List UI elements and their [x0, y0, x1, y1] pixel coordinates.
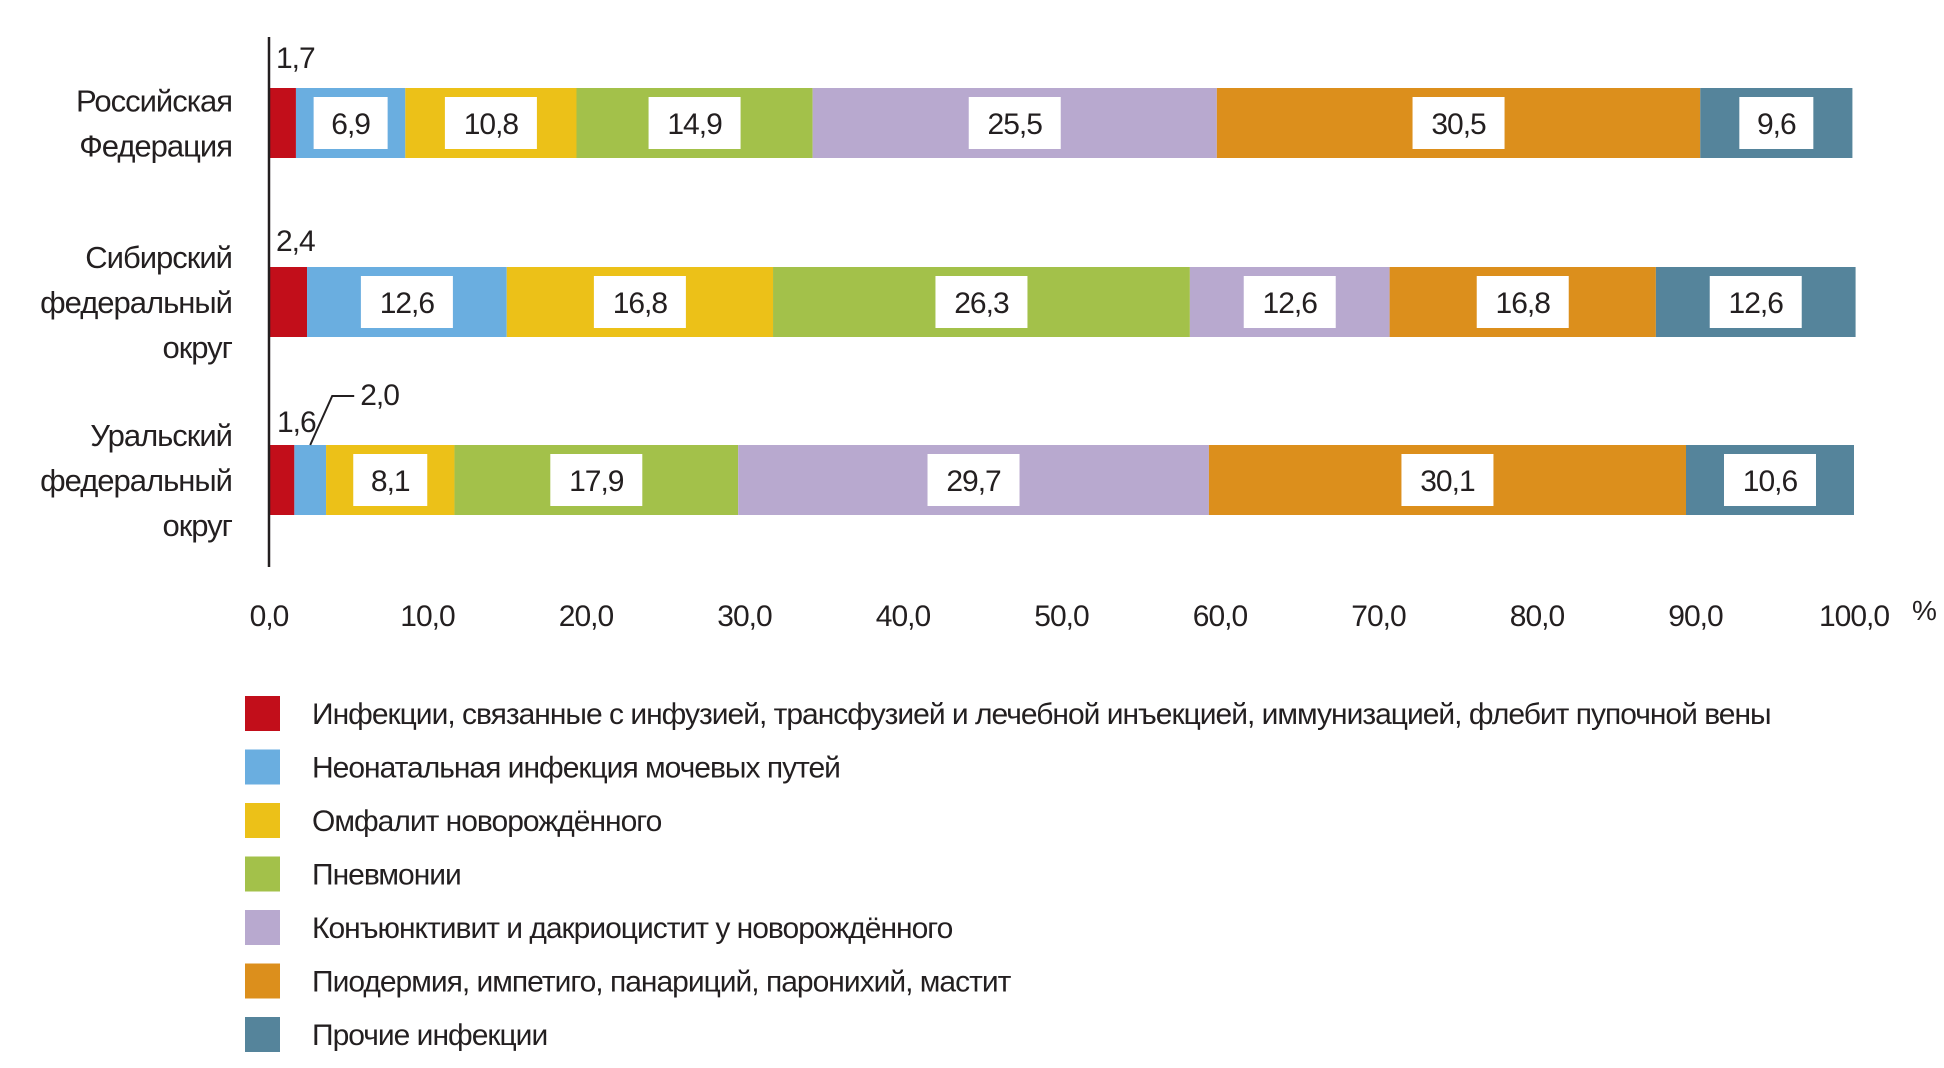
data-label: 10,6 — [1743, 465, 1798, 498]
x-tick-label: 30,0 — [717, 600, 772, 633]
legend-swatch — [245, 910, 280, 945]
data-label: 12,6 — [1729, 287, 1784, 320]
bar-segment — [269, 267, 308, 337]
data-label: 16,8 — [1496, 287, 1551, 320]
legend-swatch — [245, 696, 280, 731]
category-label: Сибирский — [85, 240, 232, 275]
x-tick-label: 0,0 — [250, 600, 289, 633]
category-label: федеральный — [40, 285, 232, 320]
data-label-box — [1709, 276, 1802, 328]
category-label: Уральский — [90, 418, 232, 453]
data-label: 12,6 — [380, 287, 435, 320]
x-tick-label: 60,0 — [1193, 600, 1248, 633]
data-label: 29,7 — [946, 465, 1001, 498]
data-label: 12,6 — [1263, 287, 1318, 320]
x-tick-label: 40,0 — [876, 600, 931, 633]
x-tick-label: 70,0 — [1351, 600, 1406, 633]
category-label: Российская — [76, 84, 232, 119]
legend-swatch — [245, 749, 280, 785]
data-label: 1,7 — [276, 42, 315, 75]
data-label-box — [1243, 276, 1336, 328]
data-label-box — [550, 454, 643, 506]
bar-segment — [269, 88, 296, 158]
data-label-box — [927, 454, 1020, 506]
x-tick-label: 90,0 — [1668, 600, 1723, 633]
category-label: Федерация — [79, 129, 232, 164]
data-label-box — [444, 97, 537, 149]
legend-label: Пневмонии — [312, 859, 461, 892]
data-label: 9,6 — [1757, 108, 1796, 141]
data-label-box — [353, 454, 428, 506]
leader-line — [309, 395, 355, 446]
x-tick-label: 20,0 — [559, 600, 614, 633]
legend-swatch — [245, 963, 280, 999]
data-label: 2,0 — [360, 379, 399, 412]
x-tick-label: 100,0 — [1819, 600, 1889, 633]
legend-label: Инфекции, связанные с инфузией, трансфуз… — [312, 698, 1771, 731]
data-label: 2,4 — [276, 225, 315, 258]
data-label-box — [313, 97, 388, 149]
data-label: 16,8 — [613, 287, 668, 320]
x-axis-unit: % — [1912, 595, 1937, 626]
data-label: 14,9 — [667, 108, 722, 141]
data-label-box — [1476, 276, 1569, 328]
bar-segment — [294, 445, 327, 515]
data-label-box — [593, 276, 686, 328]
legend-swatch — [245, 1017, 280, 1052]
data-label: 10,8 — [464, 108, 519, 141]
data-label-box — [1739, 97, 1814, 149]
legend-swatch — [245, 803, 280, 838]
data-label: 1,6 — [277, 406, 316, 439]
data-label: 25,5 — [988, 108, 1043, 141]
data-label-box — [360, 276, 453, 328]
data-label: 30,1 — [1420, 465, 1475, 498]
legend-label: Омфалит новорождённого — [312, 805, 662, 838]
category-label: округ — [162, 508, 232, 543]
x-tick-label: 10,0 — [400, 600, 455, 633]
x-tick-label: 50,0 — [1034, 600, 1089, 633]
legend-label: Пиодермия, импетиго, панариций, паронихи… — [312, 966, 1012, 999]
x-tick-label: 80,0 — [1510, 600, 1565, 633]
data-label-box — [648, 97, 741, 149]
legend-swatch — [245, 856, 280, 892]
data-label: 8,1 — [371, 465, 410, 498]
data-label-box — [968, 97, 1061, 149]
bar-segment — [269, 445, 295, 515]
data-label: 26,3 — [954, 287, 1009, 320]
legend-label: Конъюнктивит и дакриоцистит у новорождён… — [312, 912, 953, 945]
legend-label: Прочие инфекции — [312, 1019, 547, 1052]
category-label: округ — [162, 330, 232, 365]
data-label: 6,9 — [331, 108, 370, 141]
data-label: 30,5 — [1431, 108, 1486, 141]
data-label-box — [1723, 454, 1816, 506]
data-label-box — [1412, 97, 1505, 149]
data-label: 17,9 — [569, 465, 624, 498]
data-label-box — [935, 276, 1028, 328]
legend-label: Неонатальная инфекция мочевых путей — [312, 752, 840, 785]
data-label-box — [1401, 454, 1494, 506]
category-label: федеральный — [40, 463, 232, 498]
